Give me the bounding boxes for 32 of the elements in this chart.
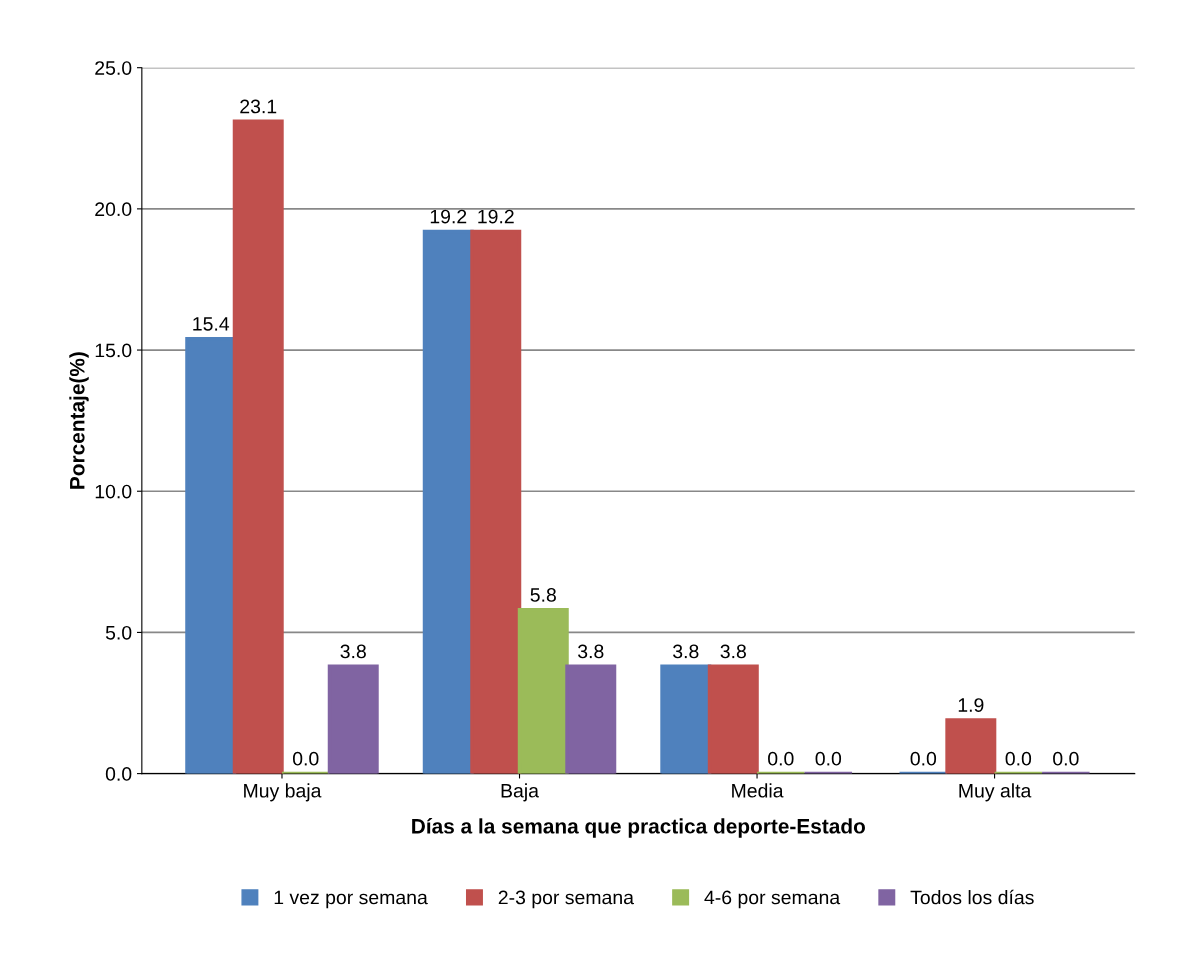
data-label: 1.9 [958,698,984,712]
y-tick-label: 5.0 [105,625,132,640]
data-label: 0.0 [1053,751,1079,766]
legend-label: Todos los días [910,889,1034,905]
data-label: 15.4 [193,317,230,331]
y-axis-title: Porcentaje(%) [69,352,89,489]
data-label: 3.8 [673,644,699,659]
data-label: 19.2 [430,209,467,224]
data-label: 0.0 [292,751,319,766]
legend-label: 1 vez por semana [274,890,428,909]
data-label: 0.0 [910,751,937,766]
data-label: 23.1 [240,99,277,114]
y-tick-label: 15.0 [95,343,132,358]
data-label: 3.8 [340,644,366,659]
legend-label: 2-3 por semana [498,890,634,909]
y-tick-label: 10.0 [95,484,132,499]
y-tick-label: 20.0 [95,202,132,217]
x-axis-title: Días a la semana que practica deporte-Estado [412,818,865,838]
data-label: 5.8 [530,588,556,602]
data-label: 3.8 [720,644,746,659]
y-tick-label: 25.0 [95,61,132,75]
data-label: 3.8 [578,644,604,659]
x-tick-label: Media [732,783,784,798]
data-label: 19.2 [478,209,514,224]
y-tick-label: 0.0 [105,767,132,781]
x-tick-label: Muy alta [959,783,1032,802]
data-label: 0.0 [1005,751,1032,766]
data-label: 0.0 [815,751,842,766]
data-label: 0.0 [768,751,794,766]
legend-label: 4-6 por semana [704,890,841,909]
x-tick-label: Baja [501,783,539,802]
x-tick-label: Muy baja [244,783,322,802]
